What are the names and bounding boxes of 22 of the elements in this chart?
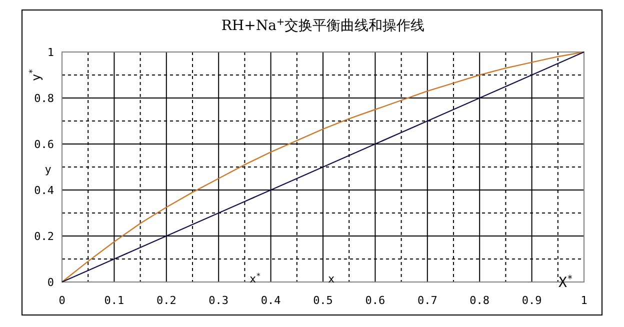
- x-tick-label: 1: [580, 294, 588, 307]
- x-tick-label: 0.4: [260, 294, 282, 307]
- y-tick-label: 0.8: [34, 92, 54, 105]
- x-tick-label: 0.2: [156, 294, 176, 307]
- x-tick-label: 0.8: [470, 294, 490, 307]
- y-tick-label: 1: [47, 46, 54, 59]
- x-tick-label: 0.9: [522, 294, 542, 307]
- x-tick-label: 0.3: [208, 294, 229, 307]
- x-tick-label: 0.7: [417, 294, 438, 307]
- y-tick-label: 0.4: [34, 184, 54, 197]
- y-tick-label: 0: [47, 276, 54, 289]
- x-tick-label: 0: [58, 294, 66, 307]
- annotation: x: [328, 272, 336, 286]
- text: y: [44, 163, 52, 176]
- annotation: x$^{*}$: [250, 271, 261, 286]
- x-tick-label: 0.5: [313, 294, 333, 307]
- chart-title: RH+Na$^{+}$交换平衡曲线和操作线: [221, 16, 425, 34]
- x-tick-label: 0.6: [365, 294, 386, 307]
- y-tick-label: 0.6: [34, 138, 54, 151]
- annotation: X$^{*}$: [558, 273, 573, 291]
- x-tick-label: 0.1: [104, 294, 124, 307]
- y-tick-label: 0.2: [34, 230, 54, 243]
